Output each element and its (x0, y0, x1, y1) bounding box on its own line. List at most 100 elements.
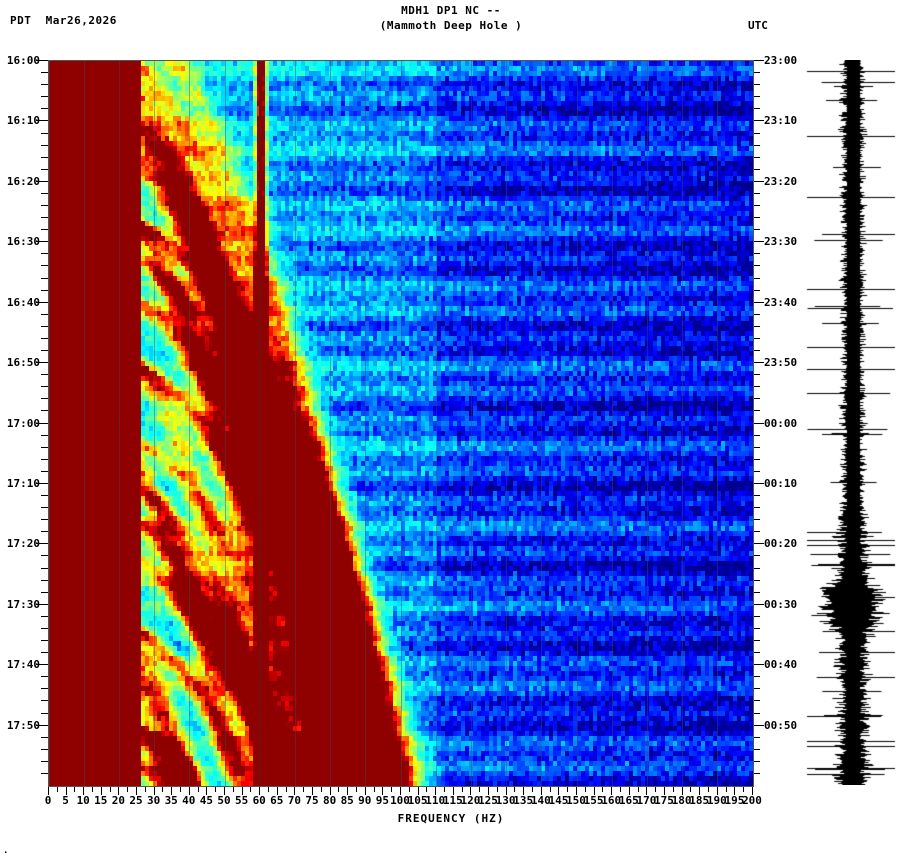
time-tick-minor-right (753, 434, 760, 436)
time-tick-minor-left (41, 253, 48, 255)
freq-tick-major (646, 787, 648, 795)
time-tick-minor-right (753, 507, 760, 509)
time-label-right-1: 23:10 (764, 114, 798, 128)
freq-tick-minor (637, 787, 639, 792)
time-tick-minor-left (41, 205, 48, 206)
freq-label-0: 0 (44, 794, 52, 807)
freq-label-135: 135 (513, 794, 534, 807)
time-tick-minor-right (753, 289, 760, 291)
freq-tick-major (470, 787, 472, 795)
time-tick-minor-left (41, 156, 48, 158)
freq-tick-major (576, 787, 577, 795)
freq-tick-minor (320, 787, 322, 792)
time-tick-minor-right (753, 313, 760, 315)
time-label-left-3: 16:30 (6, 235, 40, 249)
freq-tick-minor (567, 787, 569, 792)
freq-tick-minor (268, 787, 269, 792)
time-tick-minor-right (753, 627, 760, 629)
time-label-left-2: 16:20 (6, 174, 40, 188)
time-tick-minor-right (753, 458, 760, 460)
time-tick-minor-left (41, 132, 48, 134)
freq-label-115: 115 (442, 794, 463, 807)
time-tick-minor-left (41, 289, 48, 291)
time-tick-minor-left (41, 531, 48, 533)
freq-tick-minor (584, 787, 586, 792)
time-label-right-8: 00:20 (764, 537, 798, 551)
freq-label-15: 15 (94, 794, 108, 807)
spectrogram-canvas[interactable] (49, 61, 753, 786)
time-tick-major-right (753, 241, 764, 243)
freq-tick-major (716, 787, 718, 795)
time-tick-major-right (753, 362, 764, 364)
freq-tick-minor (232, 787, 234, 792)
time-label-left-6: 17:00 (6, 416, 40, 430)
time-tick-minor-left (41, 591, 48, 593)
time-tick-minor-right (753, 325, 760, 327)
time-tick-minor-right (753, 398, 760, 400)
freq-tick-major (118, 787, 120, 795)
time-tick-major-left (36, 422, 48, 424)
time-tick-minor-left (41, 579, 48, 581)
freq-tick-major (294, 787, 296, 795)
time-tick-minor-right (753, 277, 760, 279)
time-tick-minor-left (41, 277, 48, 279)
freq-tick-minor (532, 787, 533, 792)
time-tick-minor-left (41, 72, 48, 74)
time-tick-major-right (753, 664, 764, 666)
freq-label-200: 200 (742, 794, 762, 807)
time-label-left-10: 17:40 (6, 658, 40, 672)
freq-label-185: 185 (689, 794, 710, 807)
time-tick-major-right (753, 60, 764, 61)
time-tick-minor-left (41, 495, 48, 496)
freq-label-25: 25 (129, 794, 143, 807)
time-tick-minor-left (41, 555, 48, 557)
freq-tick-major (593, 787, 595, 795)
freq-tick-minor (602, 787, 604, 792)
freq-label-125: 125 (478, 794, 498, 807)
freq-label-140: 140 (530, 794, 551, 807)
time-label-right-3: 23:30 (764, 235, 798, 249)
freq-label-45: 45 (199, 794, 214, 807)
time-tick-minor-right (753, 736, 760, 738)
time-tick-minor-left (41, 398, 48, 400)
freq-tick-major (312, 787, 313, 795)
time-tick-major-left (36, 603, 48, 605)
freq-tick-major (452, 787, 454, 795)
freq-tick-minor (74, 787, 76, 792)
time-tick-minor-right (753, 712, 760, 714)
time-label-left-7: 17:10 (6, 476, 40, 490)
freq-tick-minor (514, 787, 516, 792)
time-label-left-1: 16:10 (6, 114, 40, 128)
freq-tick-major (752, 787, 753, 795)
time-tick-minor-right (753, 108, 760, 110)
freq-tick-major (664, 787, 665, 795)
time-tick-minor-right (753, 72, 760, 74)
freq-label-20: 20 (111, 794, 126, 807)
time-tick-minor-left (41, 507, 48, 509)
time-label-left-5: 16:50 (6, 356, 40, 370)
spectrogram-plot[interactable] (48, 60, 754, 787)
freq-label-30: 30 (146, 794, 161, 807)
time-tick-minor-right (753, 700, 760, 702)
time-tick-minor-right (753, 96, 760, 98)
time-tick-minor-right (753, 144, 760, 146)
freq-label-160: 160 (601, 794, 622, 807)
time-label-right-4: 23:40 (764, 295, 798, 309)
time-tick-minor-right (753, 640, 760, 641)
freq-tick-major (329, 787, 331, 795)
freq-tick-minor (708, 787, 709, 792)
freq-tick-minor (408, 787, 410, 792)
time-tick-minor-right (753, 84, 760, 86)
time-tick-minor-right (753, 470, 760, 472)
freq-tick-minor (743, 787, 745, 792)
freq-tick-minor (338, 787, 340, 792)
freq-tick-major (48, 787, 49, 795)
time-tick-minor-right (753, 760, 760, 762)
time-tick-minor-right (753, 519, 760, 521)
time-tick-minor-right (753, 615, 760, 617)
freq-tick-minor (303, 787, 305, 792)
time-tick-major-right (753, 180, 764, 182)
time-tick-minor-left (41, 192, 48, 194)
time-tick-major-left (36, 724, 48, 726)
freq-tick-minor (215, 787, 217, 792)
